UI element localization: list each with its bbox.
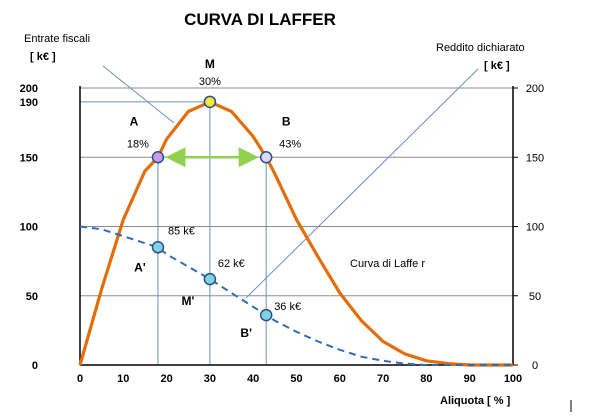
curve-label: Curva di Laffe r [350,258,425,270]
x-tick-80: 80 [420,373,432,385]
point-value-Bp: 36 k€ [274,301,301,313]
point-value-B: 43% [279,138,301,150]
grid [80,87,513,365]
y-right-tick-50: 50 [529,291,541,303]
y-right-tick-150: 150 [526,152,544,164]
y-left-label-line1: Entrate fiscali [24,33,90,45]
point-name-M: M [205,57,215,71]
x-axis-label: Aliquota [ % ] [440,395,511,407]
x-tick-90: 90 [464,373,476,385]
point-name-Ap: A' [134,260,146,274]
x-tick-40: 40 [247,373,259,385]
y-left-tick-50: 50 [26,291,38,303]
point-value-Mp: 62 k€ [218,258,245,270]
point-A [151,151,165,164]
y-left-tick-0: 0 [32,360,38,372]
point-Mp [203,272,217,286]
x-tick-30: 30 [204,373,216,385]
y-right-label-line2: [ k€ ] [484,60,510,72]
y-left-tick-100: 100 [20,222,38,234]
point-name-A: A [130,114,139,128]
leader-entrate [102,65,175,124]
y-left-label-line2: [ k€ ] [30,51,56,63]
y-right-tick-100: 100 [526,222,544,234]
point-Bp [259,308,273,322]
point-name-Mp: M' [181,294,194,308]
x-tick-10: 10 [117,373,129,385]
point-M [203,95,217,109]
point-group: A 18% M 30% B 43% A' 85 k€ M' 62 k€ B' 36 k€ [127,57,301,340]
tick-group: 0 10 20 30 40 50 60 70 80 90 100 0 50 100 150 190 200 0 50… [20,83,545,385]
point-value-Ap: 85 k€ [168,225,195,237]
point-Ap [151,241,165,254]
y-right-tick-200: 200 [526,83,544,95]
y-left-tick-200: 200 [20,83,38,95]
x-tick-70: 70 [377,373,389,385]
y-right-label-line1: Reddito dichiarato [436,42,525,54]
y-left-tick-190: 190 [20,97,38,109]
y-left-tick-150: 150 [20,152,38,164]
x-tick-20: 20 [160,373,172,385]
y-right-tick-0: 0 [532,360,538,372]
point-B [259,151,273,164]
x-tick-50: 50 [290,373,302,385]
x-tick-60: 60 [334,373,346,385]
point-value-M: 30% [199,76,221,88]
leader-lines [102,65,479,299]
x-tick-100: 100 [504,373,522,385]
point-name-B: B [282,114,291,128]
series-line-0 [78,100,513,367]
x-tick-0: 0 [77,373,83,385]
chart-title: CURVA DI LAFFER [184,10,336,29]
axes [79,86,514,366]
leader-reddito [245,68,479,299]
point-value-A: 18% [127,138,149,150]
point-name-Bp: B' [240,326,252,340]
